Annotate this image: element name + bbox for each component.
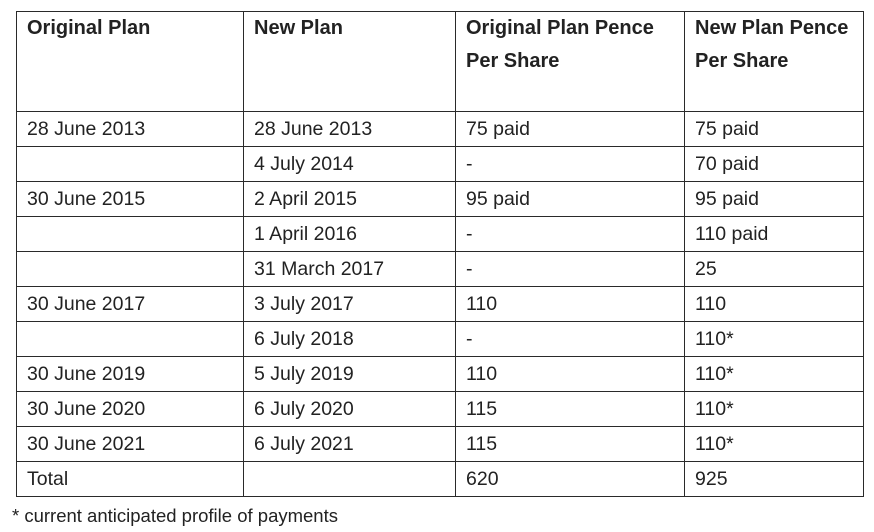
cell-original-pence: 75 paid xyxy=(455,111,685,147)
cell-new-plan: 5 July 2019 xyxy=(243,356,456,392)
header-original-plan: Original Plan xyxy=(16,11,244,112)
cell-original-plan xyxy=(16,321,244,357)
cell-original-plan xyxy=(16,146,244,182)
cell-new-plan: 31 March 2017 xyxy=(243,251,456,287)
cell-new-pence: 110* xyxy=(684,356,864,392)
cell-new-pence: 70 paid xyxy=(684,146,864,182)
cell-new-plan: 2 April 2015 xyxy=(243,181,456,217)
table-total-row: Total 620 925 xyxy=(16,461,864,497)
cell-original-pence: - xyxy=(455,251,685,287)
payment-schedule: Original Plan New Plan Original Plan Pen… xyxy=(16,11,864,497)
cell-new-plan: 28 June 2013 xyxy=(243,111,456,147)
header-new-plan: New Plan xyxy=(243,11,456,112)
cell-original-pence: - xyxy=(455,216,685,252)
cell-new-pence: 25 xyxy=(684,251,864,287)
cell-new-plan: 3 July 2017 xyxy=(243,286,456,322)
cell-new-pence: 110* xyxy=(684,391,864,427)
table-header-row: Original Plan New Plan Original Plan Pen… xyxy=(16,11,864,112)
cell-new-plan: 6 July 2021 xyxy=(243,426,456,462)
table-row: 28 June 2013 28 June 2013 75 paid 75 pai… xyxy=(16,111,864,147)
cell-total-original-pence: 620 xyxy=(455,461,685,497)
cell-original-plan xyxy=(16,251,244,287)
cell-new-plan xyxy=(243,461,456,497)
cell-original-plan: 30 June 2017 xyxy=(16,286,244,322)
header-new-plan-pence: New Plan Pence Per Share xyxy=(684,11,864,112)
cell-original-pence: 110 xyxy=(455,356,685,392)
table-row: 4 July 2014 - 70 paid xyxy=(16,146,864,182)
cell-original-plan: 28 June 2013 xyxy=(16,111,244,147)
header-original-plan-pence: Original Plan Pence Per Share xyxy=(455,11,685,112)
footnote: * current anticipated profile of payment… xyxy=(12,505,338,526)
cell-original-plan: 30 June 2015 xyxy=(16,181,244,217)
table-row: 1 April 2016 - 110 paid xyxy=(16,216,864,252)
table-row: 30 June 2017 3 July 2017 110 110 xyxy=(16,286,864,322)
cell-original-pence: 95 paid xyxy=(455,181,685,217)
cell-total-label: Total xyxy=(16,461,244,497)
payment-schedule-table: Original Plan New Plan Original Plan Pen… xyxy=(16,11,864,497)
cell-original-pence: 115 xyxy=(455,391,685,427)
cell-new-plan: 6 July 2018 xyxy=(243,321,456,357)
cell-new-pence: 75 paid xyxy=(684,111,864,147)
cell-original-plan xyxy=(16,216,244,252)
cell-original-plan: 30 June 2019 xyxy=(16,356,244,392)
table-row: 30 June 2015 2 April 2015 95 paid 95 pai… xyxy=(16,181,864,217)
cell-new-plan: 4 July 2014 xyxy=(243,146,456,182)
cell-new-pence: 110 paid xyxy=(684,216,864,252)
cell-new-pence: 110* xyxy=(684,321,864,357)
table-row: 30 June 2020 6 July 2020 115 110* xyxy=(16,391,864,427)
cell-new-pence: 110 xyxy=(684,286,864,322)
table-row: 30 June 2021 6 July 2021 115 110* xyxy=(16,426,864,462)
table-row: 30 June 2019 5 July 2019 110 110* xyxy=(16,356,864,392)
cell-original-pence: - xyxy=(455,146,685,182)
cell-original-pence: 110 xyxy=(455,286,685,322)
cell-new-plan: 1 April 2016 xyxy=(243,216,456,252)
cell-original-pence: 115 xyxy=(455,426,685,462)
cell-new-pence: 110* xyxy=(684,426,864,462)
table-row: 6 July 2018 - 110* xyxy=(16,321,864,357)
cell-original-plan: 30 June 2021 xyxy=(16,426,244,462)
cell-original-pence: - xyxy=(455,321,685,357)
cell-new-pence: 95 paid xyxy=(684,181,864,217)
cell-total-new-pence: 925 xyxy=(684,461,864,497)
cell-new-plan: 6 July 2020 xyxy=(243,391,456,427)
table-row: 31 March 2017 - 25 xyxy=(16,251,864,287)
cell-original-plan: 30 June 2020 xyxy=(16,391,244,427)
